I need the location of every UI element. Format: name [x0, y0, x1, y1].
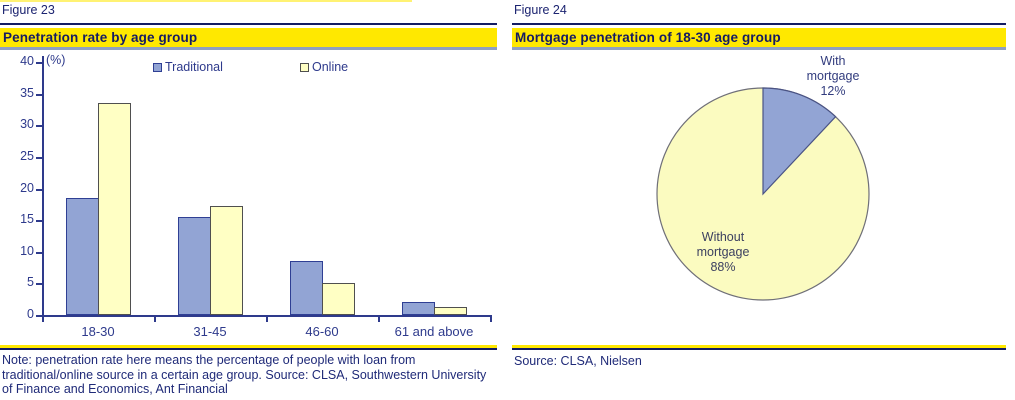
- y-axis-tick: [36, 315, 42, 317]
- bar-traditional-2: [290, 261, 323, 315]
- figure-24-footer-rule-navy: [512, 348, 1006, 350]
- figure-23-label: Figure 23: [2, 3, 55, 17]
- y-axis-tick-label: 40: [20, 54, 34, 68]
- x-axis-tick: [154, 317, 156, 322]
- y-axis-tick: [36, 220, 42, 222]
- bar-online-0: [98, 103, 131, 315]
- y-axis-tick: [36, 125, 42, 127]
- figure-23-title-underline: [0, 47, 497, 50]
- y-axis-tick-label: 35: [20, 86, 34, 100]
- x-axis-category-label: 61 and above: [394, 324, 474, 339]
- figure-24-title-band: Mortgage penetration of 18-30 age group: [512, 28, 1006, 47]
- legend-swatch-traditional: [153, 62, 162, 72]
- x-axis-line: [42, 315, 492, 317]
- figure-23-header-rule: [0, 23, 497, 25]
- y-axis-tick-label: 15: [20, 212, 34, 226]
- y-axis-tick-label: 25: [20, 149, 34, 163]
- y-axis-tick-label: 0: [27, 307, 34, 321]
- y-axis-unit-label: (%): [46, 53, 66, 67]
- x-axis-tick: [42, 317, 44, 322]
- figure-24-footer-rule-yellow: [512, 345, 1006, 348]
- legend-label: Online: [312, 60, 349, 74]
- figure-24-header-rule: [512, 23, 1006, 25]
- figure-23-note: Note: penetration rate here means the pe…: [2, 353, 487, 396]
- figure-23-panel: Figure 23 Penetration rate by age group …: [0, 0, 497, 400]
- bar-chart: 0 5 10 15 20 25 30 35 40 (%) 18-30 31-45 46-60 61 and…: [0, 52, 497, 344]
- bar-traditional-3: [402, 302, 435, 315]
- y-axis-tick: [36, 283, 42, 285]
- x-axis-tick: [266, 317, 268, 322]
- figure-24-title-underline: [512, 47, 1006, 50]
- figure-24-label: Figure 24: [514, 3, 567, 17]
- figure-23-footer-rule-yellow: [0, 345, 497, 348]
- figure-24-source: Source: CLSA, Nielsen: [514, 354, 642, 368]
- x-axis-category-label: 31-45: [193, 324, 227, 339]
- figure-24-panel: Figure 24 Mortgage penetration of 18-30 …: [512, 0, 1006, 400]
- y-axis-tick: [36, 189, 42, 191]
- bar-online-2: [322, 283, 355, 315]
- bar-online-1: [210, 206, 243, 315]
- figure-23-title: Penetration rate by age group: [3, 30, 198, 45]
- pie-slice-with-mortgage: [762, 87, 837, 196]
- y-axis-tick-label: 5: [27, 275, 34, 289]
- bar-online-3: [434, 307, 467, 315]
- y-axis-tick: [36, 252, 42, 254]
- pie-chart: With mortgage 12% Without mortgage 88%: [512, 52, 1006, 344]
- y-axis-tick: [36, 62, 42, 64]
- y-axis-line: [42, 56, 44, 317]
- pie-svg: [656, 87, 870, 301]
- top-yellow-sliver: [0, 0, 412, 2]
- y-axis-tick-label: 10: [20, 244, 34, 258]
- y-axis-tick-label: 30: [20, 117, 34, 131]
- legend-label: Traditional: [165, 60, 223, 74]
- bar-traditional-1: [178, 217, 211, 315]
- x-axis-category-label: 46-60: [305, 324, 339, 339]
- pie-label-without-mortgage: Without mortgage 88%: [696, 230, 750, 274]
- x-axis-tick: [378, 317, 380, 322]
- bar-traditional-0: [66, 198, 99, 315]
- figure-23-title-band: Penetration rate by age group: [0, 28, 497, 47]
- y-axis-tick-label: 20: [20, 181, 34, 195]
- legend-item-online: Online: [300, 60, 348, 74]
- x-axis-tick: [490, 317, 492, 322]
- figure-24-title: Mortgage penetration of 18-30 age group: [515, 30, 781, 45]
- y-axis-tick: [36, 157, 42, 159]
- y-axis-tick: [36, 94, 42, 96]
- x-axis-category-label: 18-30: [81, 324, 115, 339]
- pie-label-with-mortgage: With mortgage 12%: [806, 54, 860, 98]
- figure-23-footer-rule-navy: [0, 348, 497, 350]
- legend-swatch-online: [300, 62, 309, 72]
- legend-item-traditional: Traditional: [153, 60, 223, 74]
